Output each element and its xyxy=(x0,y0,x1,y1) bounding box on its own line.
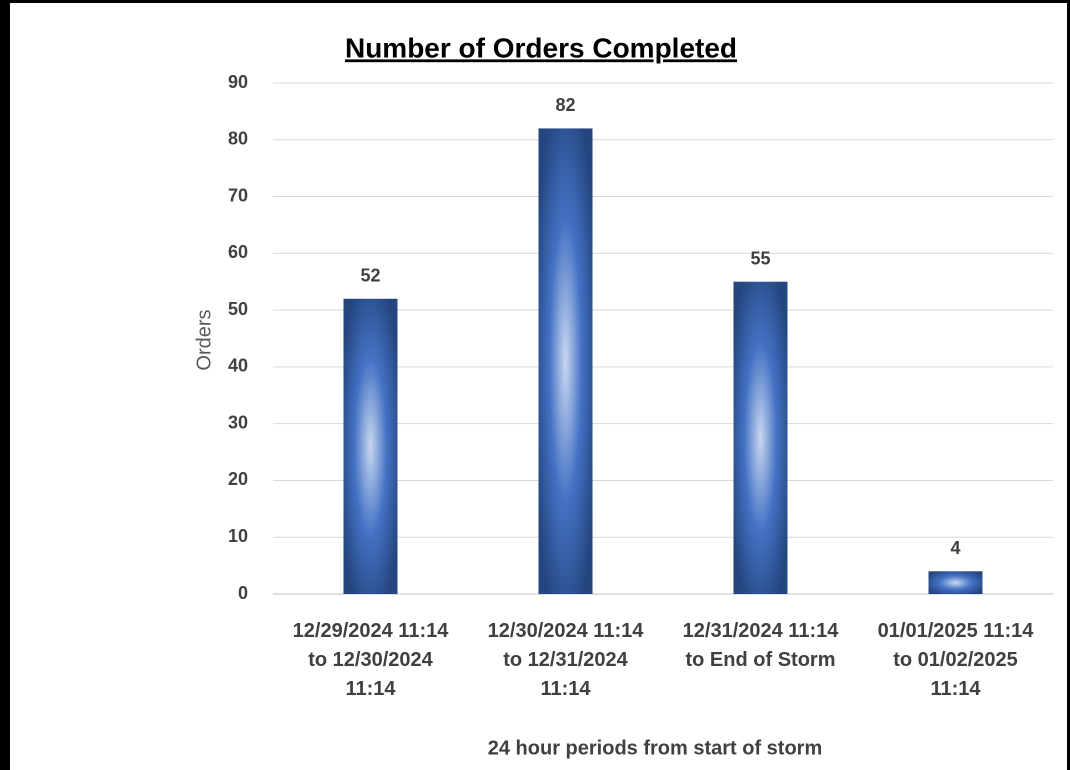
y-tick-label: 70 xyxy=(228,185,248,205)
chart-title: Number of Orders Completed xyxy=(345,32,737,63)
x-tick-label: 01/01/2025 11:14 to 01/02/2025 11:14 xyxy=(877,620,1034,700)
y-axis-title: Orders xyxy=(193,309,215,370)
data-label: 52 xyxy=(360,266,380,286)
x-tick-label: 12/29/2024 11:14 to 12/30/2024 11:14 xyxy=(292,620,449,700)
y-tick-label: 40 xyxy=(228,356,248,376)
bar xyxy=(538,128,593,594)
data-label: 4 xyxy=(950,538,960,558)
data-label: 55 xyxy=(750,248,770,268)
y-tick-label: 30 xyxy=(228,412,248,432)
bar xyxy=(733,281,788,594)
y-tick-label: 50 xyxy=(228,299,248,319)
x-tick-label: 12/31/2024 11:14 to End of Storm xyxy=(682,620,839,671)
y-tick-label: 60 xyxy=(228,242,248,262)
y-tick-label: 80 xyxy=(228,129,248,149)
x-tick-label: 12/30/2024 11:14 to 12/31/2024 11:14 xyxy=(487,620,644,700)
frame-edge xyxy=(0,0,10,770)
bar xyxy=(928,571,983,594)
y-tick-label: 10 xyxy=(228,526,248,546)
x-axis-title: 24 hour periods from start of storm xyxy=(488,737,823,759)
y-tick-label: 90 xyxy=(228,72,248,92)
y-tick-label: 20 xyxy=(228,469,248,489)
data-label: 82 xyxy=(555,95,575,115)
bar xyxy=(343,298,398,594)
y-tick-label: 0 xyxy=(238,583,248,603)
